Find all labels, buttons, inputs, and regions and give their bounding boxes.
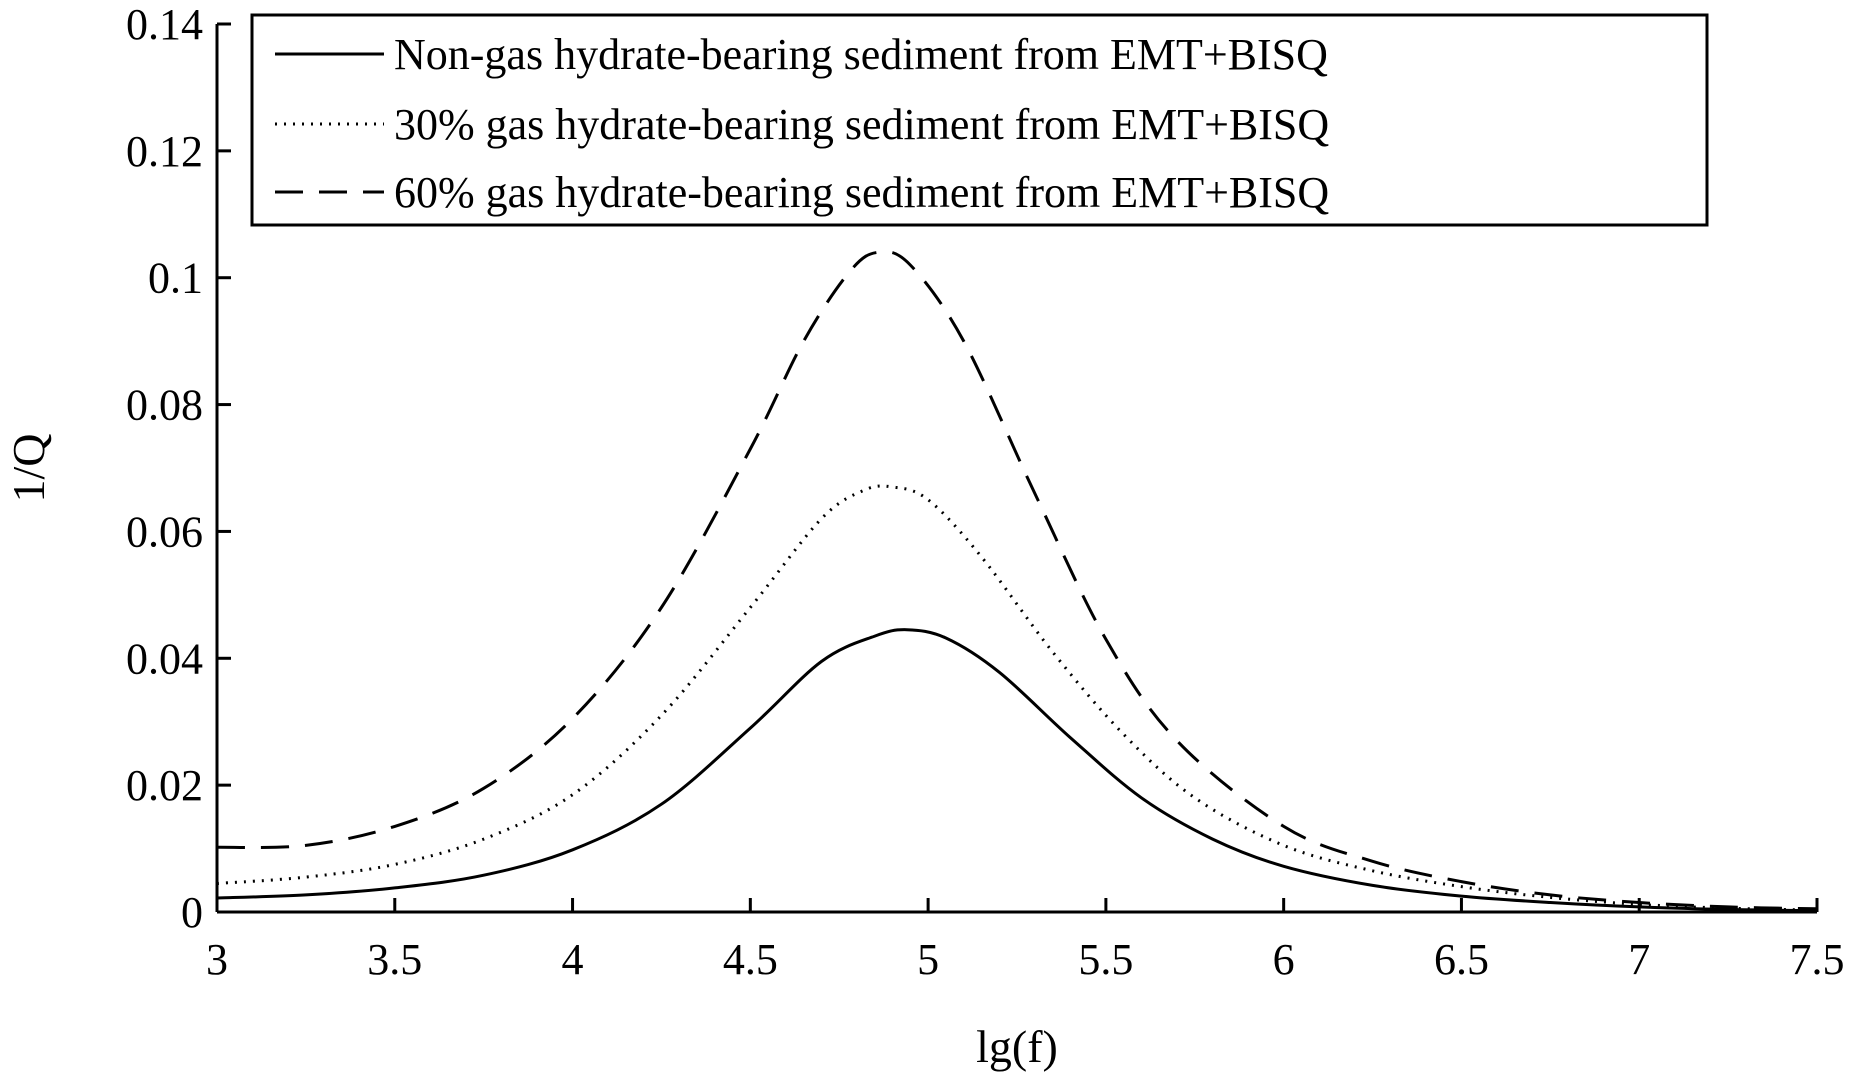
y-tick-label: 0.02 <box>126 761 203 810</box>
legend-label-3: 60% gas hydrate-bearing sediment from EM… <box>394 168 1329 217</box>
x-tick-label: 6.5 <box>1434 935 1489 984</box>
y-tick-label: 0.08 <box>126 381 203 430</box>
series-line-1 <box>216 628 1818 913</box>
legend-label-1: Non-gas hydrate-bearing sediment from EM… <box>394 30 1328 79</box>
y-tick-label: 0.12 <box>126 127 203 176</box>
legend: Non-gas hydrate-bearing sediment from EM… <box>250 13 1709 227</box>
y-tick-label: 0 <box>181 888 203 937</box>
series-line-3 <box>216 250 1818 911</box>
x-tick-label: 3 <box>206 935 228 984</box>
y-tick-label: 0.14 <box>126 0 203 49</box>
x-tick-label: 5 <box>917 935 939 984</box>
x-axis-title: lg(f) <box>976 1021 1058 1072</box>
x-tick-label: 7.5 <box>1790 935 1845 984</box>
x-tick-label: 5.5 <box>1078 935 1133 984</box>
x-tick-label: 4.5 <box>723 935 778 984</box>
x-ticks: 3 3.5 4 4.5 5 5.5 6 6.5 7 7.5 <box>206 898 1845 984</box>
x-tick-label: 7 <box>1628 935 1650 984</box>
series-line-2 <box>216 484 1818 912</box>
y-ticks: 0 0.02 0.04 0.06 0.08 0.1 0.12 0.14 <box>126 0 231 937</box>
x-tick-label: 6 <box>1273 935 1295 984</box>
x-tick-label: 4 <box>562 935 584 984</box>
y-axis-title: 1/Q <box>3 434 54 503</box>
y-tick-label: 0.06 <box>126 507 203 556</box>
y-tick-label: 0.1 <box>148 254 203 303</box>
legend-items: Non-gas hydrate-bearing sediment from EM… <box>275 30 1329 217</box>
x-tick-label: 3.5 <box>367 935 422 984</box>
y-tick-label: 0.04 <box>126 634 203 683</box>
legend-label-2: 30% gas hydrate-bearing sediment from EM… <box>394 100 1329 149</box>
plot-area: 0 0.02 0.04 0.06 0.08 0.1 0.12 0.14 3 3.5 4 4.5 5 5.… <box>126 0 1845 984</box>
series-group <box>216 250 1818 913</box>
legend-box <box>250 13 1709 227</box>
